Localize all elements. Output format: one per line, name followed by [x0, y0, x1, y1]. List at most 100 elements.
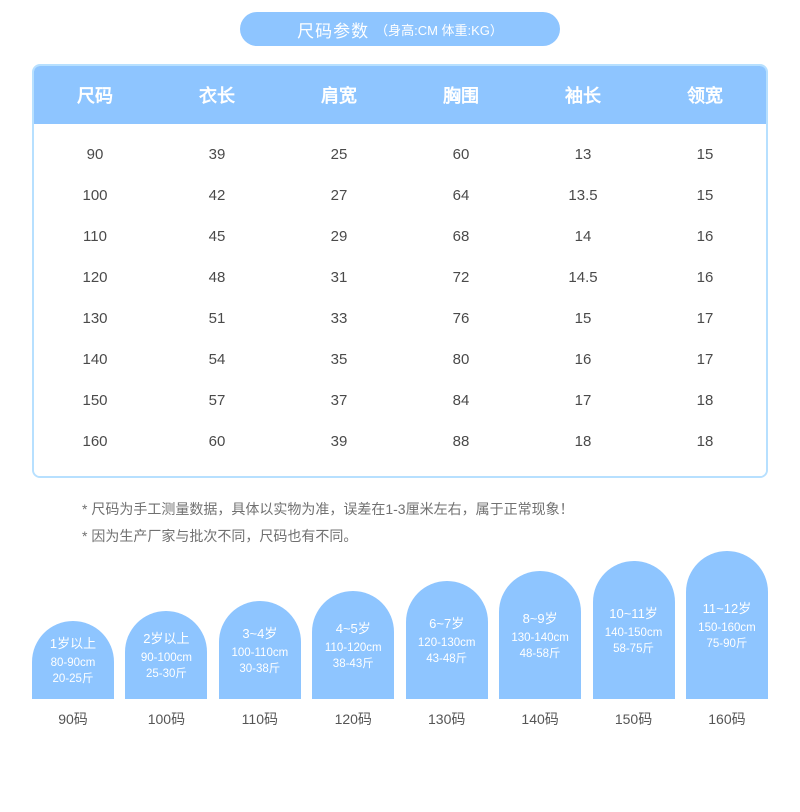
- table-cell: 31: [278, 269, 400, 286]
- age-pill-column: 3~4岁 100-110cm30-38斤 110码: [219, 601, 301, 729]
- table-cell: 68: [400, 228, 522, 245]
- age-pill-age: 4~5岁: [336, 618, 371, 637]
- age-pill: 2岁以上 90-100cm25-30斤: [125, 611, 207, 699]
- age-pill-age: 3~4岁: [242, 623, 277, 642]
- table-cell: 160: [34, 433, 156, 450]
- table-header-row: 尺码衣长肩宽胸围袖长领宽: [34, 66, 766, 124]
- age-pill-height: 90-100cm: [141, 651, 192, 667]
- table-cell: 45: [156, 228, 278, 245]
- table-cell: 76: [400, 310, 522, 327]
- age-pill-age: 8~9岁: [523, 608, 558, 627]
- age-pill-weight: 75-90斤: [706, 637, 747, 653]
- table-cell: 84: [400, 392, 522, 409]
- age-pills-row: 1岁以上 80-90cm20-25斤 90码 2岁以上 90-100cm25-30斤 10…: [32, 579, 768, 729]
- table-cell: 18: [644, 433, 766, 450]
- age-pill-height: 100-110cm: [232, 646, 289, 662]
- age-pill-weight: 20-25斤: [53, 672, 94, 688]
- age-pill-age: 11~12岁: [703, 598, 752, 617]
- age-pill-size-label: 130码: [428, 709, 465, 729]
- table-cell: 17: [522, 392, 644, 409]
- age-pill: 8~9岁 130-140cm48-58斤: [499, 571, 581, 699]
- age-pill-weight: 58-75斤: [613, 642, 654, 658]
- age-pill-height: 110-120cm: [325, 641, 382, 657]
- age-pill-column: 6~7岁 120-130cm43-48斤 130码: [406, 581, 488, 729]
- age-pill: 11~12岁 150-160cm75-90斤: [686, 551, 768, 699]
- table-row: 12048317214.516: [34, 257, 766, 298]
- age-pill-age: 6~7岁: [429, 613, 464, 632]
- table-cell: 14.5: [522, 269, 644, 286]
- table-cell: 100: [34, 187, 156, 204]
- table-row: 1505737841718: [34, 380, 766, 421]
- table-cell: 42: [156, 187, 278, 204]
- age-pill-age: 2岁以上: [143, 628, 189, 647]
- table-cell: 25: [278, 146, 400, 163]
- age-pill-height: 120-130cm: [418, 636, 476, 652]
- table-cell: 130: [34, 310, 156, 327]
- age-pill-age: 10~11岁: [609, 603, 658, 622]
- age-pill-weight: 38-43斤: [333, 657, 374, 673]
- table-cell: 29: [278, 228, 400, 245]
- age-pill-column: 11~12岁150-160cm75-90斤160码: [686, 551, 768, 729]
- table-header-cell: 尺码: [34, 82, 156, 108]
- age-pill-size-label: 150码: [615, 709, 652, 729]
- age-pill: 10~11岁 140-150cm58-75斤: [593, 561, 675, 699]
- age-pill-column: 1岁以上 80-90cm20-25斤 90码: [32, 621, 114, 729]
- age-pill-age: 1岁以上: [50, 633, 96, 652]
- table-cell: 15: [644, 146, 766, 163]
- table-cell: 13: [522, 146, 644, 163]
- table-cell: 140: [34, 351, 156, 368]
- table-cell: 80: [400, 351, 522, 368]
- age-pill-column: 10~11岁 140-150cm58-75斤 150码: [593, 561, 675, 729]
- table-cell: 14: [522, 228, 644, 245]
- table-cell: 54: [156, 351, 278, 368]
- table-cell: 57: [156, 392, 278, 409]
- table-cell: 51: [156, 310, 278, 327]
- table-cell: 15: [522, 310, 644, 327]
- table-row: 903925601315: [34, 134, 766, 175]
- age-pill-column: 2岁以上 90-100cm25-30斤 100码: [125, 611, 207, 729]
- table-cell: 33: [278, 310, 400, 327]
- age-pill-size-label: 90码: [58, 709, 88, 729]
- table-row: 1405435801617: [34, 339, 766, 380]
- age-pill-size-label: 120码: [335, 709, 372, 729]
- table-cell: 72: [400, 269, 522, 286]
- table-cell: 39: [278, 433, 400, 450]
- table-cell: 18: [522, 433, 644, 450]
- age-pill: 3~4岁 100-110cm30-38斤: [219, 601, 301, 699]
- table-cell: 64: [400, 187, 522, 204]
- age-pill-height: 150-160cm: [698, 621, 756, 637]
- age-pill-weight: 30-38斤: [239, 662, 280, 678]
- table-cell: 37: [278, 392, 400, 409]
- age-pill-height: 130-140cm: [511, 631, 569, 647]
- table-cell: 60: [156, 433, 278, 450]
- age-pill-height: 140-150cm: [605, 626, 663, 642]
- table-cell: 88: [400, 433, 522, 450]
- table-cell: 16: [644, 269, 766, 286]
- age-pill: 1岁以上 80-90cm20-25斤: [32, 621, 114, 699]
- table-cell: 27: [278, 187, 400, 204]
- note-line: * 尺码为手工测量数据，具体以实物为准，误差在1-3厘米左右，属于正常现象！: [82, 496, 800, 523]
- age-pill-size-label: 110码: [242, 709, 278, 729]
- age-pill-height: 80-90cm: [51, 656, 96, 672]
- table-row: 1606039881818: [34, 421, 766, 462]
- age-pill-size-label: 100码: [148, 709, 185, 729]
- table-cell: 35: [278, 351, 400, 368]
- table-cell: 13.5: [522, 187, 644, 204]
- table-cell: 17: [644, 310, 766, 327]
- table-header-cell: 肩宽: [278, 82, 400, 108]
- title-main: 尺码参数: [297, 17, 369, 42]
- title-sub: （身高:CM 体重:KG）: [375, 20, 503, 39]
- table-cell: 17: [644, 351, 766, 368]
- table-row: 1104529681416: [34, 216, 766, 257]
- table-header-cell: 袖长: [522, 82, 644, 108]
- title-pill: 尺码参数 （身高:CM 体重:KG）: [240, 12, 560, 46]
- table-cell: 90: [34, 146, 156, 163]
- age-pill-weight: 25-30斤: [146, 667, 187, 683]
- table-cell: 150: [34, 392, 156, 409]
- table-cell: 48: [156, 269, 278, 286]
- table-cell: 39: [156, 146, 278, 163]
- table-cell: 16: [522, 351, 644, 368]
- age-pill-weight: 43-48斤: [426, 652, 467, 668]
- table-header-cell: 领宽: [644, 82, 766, 108]
- age-pill-weight: 48-58斤: [520, 647, 561, 663]
